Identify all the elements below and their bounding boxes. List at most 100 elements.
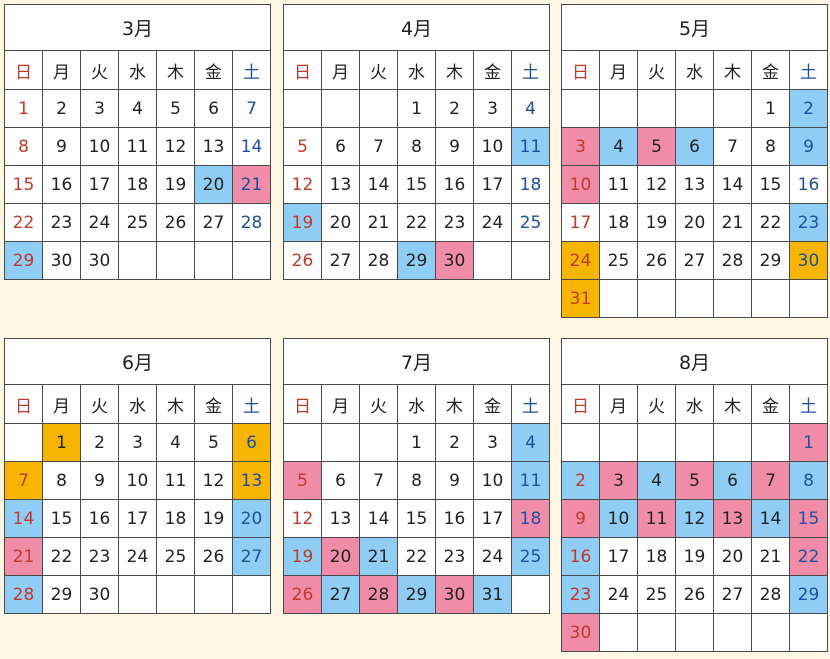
- day-cell: 26: [283, 241, 322, 280]
- day-cell: 3: [473, 423, 512, 462]
- day-cell: 23: [789, 203, 828, 242]
- day-cell: 28: [4, 575, 43, 614]
- empty-cell: [283, 423, 322, 462]
- day-cell: 20: [232, 499, 271, 538]
- day-cell: 13: [675, 165, 714, 204]
- day-cell: 21: [359, 537, 398, 576]
- empty-cell: [637, 89, 676, 128]
- day-cell: 10: [599, 499, 638, 538]
- day-cell: 15: [4, 165, 43, 204]
- weekday-header: 水: [397, 50, 436, 90]
- day-cell: 17: [561, 203, 600, 242]
- weekday-header: 木: [713, 384, 752, 424]
- weekday-header: 水: [675, 50, 714, 90]
- empty-cell: [751, 613, 790, 652]
- empty-cell: [675, 423, 714, 462]
- day-cell: 10: [473, 127, 512, 166]
- empty-cell: [194, 575, 233, 614]
- empty-cell: [713, 613, 752, 652]
- empty-cell: [321, 423, 360, 462]
- day-cell: 15: [789, 499, 828, 538]
- empty-cell: [789, 279, 828, 318]
- day-cell: 24: [599, 575, 638, 614]
- weekday-header: 土: [511, 384, 550, 424]
- day-cell: 8: [397, 461, 436, 500]
- day-cell: 17: [80, 165, 119, 204]
- month-title: 4月: [283, 4, 550, 51]
- day-cell: 18: [511, 165, 550, 204]
- calendar-march: 3月日月火水木金土 1 2 3 4 5 6 7 8 9 10 11 12 13 14 15 16 17 18 19 20…: [4, 4, 271, 280]
- day-cell: 25: [511, 537, 550, 576]
- empty-cell: [561, 89, 600, 128]
- day-cell: 9: [80, 461, 119, 500]
- weekday-header: 日: [283, 384, 322, 424]
- weekday-header: 金: [473, 384, 512, 424]
- day-cell: 14: [751, 499, 790, 538]
- month-title: 6月: [4, 338, 271, 385]
- day-cell: 7: [713, 127, 752, 166]
- day-cell: 4: [511, 423, 550, 462]
- day-cell: 19: [194, 499, 233, 538]
- day-cell: 11: [637, 499, 676, 538]
- day-cell: 16: [435, 499, 474, 538]
- day-cell: 31: [561, 279, 600, 318]
- day-cell: 30: [435, 575, 474, 614]
- weekday-header: 土: [789, 50, 828, 90]
- empty-cell: [751, 423, 790, 462]
- day-cell: 7: [232, 89, 271, 128]
- empty-cell: [637, 279, 676, 318]
- day-cell: 22: [789, 537, 828, 576]
- empty-cell: [4, 423, 43, 462]
- day-cell: 10: [80, 127, 119, 166]
- day-cell: 25: [118, 203, 157, 242]
- day-cell: 19: [283, 203, 322, 242]
- day-cell: 14: [713, 165, 752, 204]
- day-cell: 25: [637, 575, 676, 614]
- day-cell: 26: [637, 241, 676, 280]
- weekday-header: 火: [637, 384, 676, 424]
- day-cell: 23: [42, 203, 81, 242]
- day-cell: 20: [321, 203, 360, 242]
- weekday-header: 日: [4, 384, 43, 424]
- day-cell: 11: [118, 127, 157, 166]
- day-cell: 12: [156, 127, 195, 166]
- day-cell: 19: [156, 165, 195, 204]
- day-cell: 8: [789, 461, 828, 500]
- day-cell: 1: [4, 89, 43, 128]
- day-cell: 30: [789, 241, 828, 280]
- day-cell: 15: [397, 499, 436, 538]
- day-cell: 17: [473, 165, 512, 204]
- weekday-header: 日: [561, 384, 600, 424]
- day-cell: 8: [397, 127, 436, 166]
- day-cell: 29: [397, 241, 436, 280]
- calendar-may: 5月日月火水木金土 1 2 3 4 5 6 7 8 9 10 11 12 13 14 15 16 17 18 19 20…: [561, 4, 828, 318]
- day-cell: 7: [4, 461, 43, 500]
- day-cell: 26: [675, 575, 714, 614]
- day-cell: 13: [321, 499, 360, 538]
- weekday-header: 木: [156, 384, 195, 424]
- weekday-header: 火: [80, 50, 119, 90]
- weekday-header: 金: [751, 50, 790, 90]
- day-cell: 27: [675, 241, 714, 280]
- day-cell: 8: [42, 461, 81, 500]
- day-cell: 9: [561, 499, 600, 538]
- day-cell: 30: [80, 241, 119, 280]
- empty-cell: [599, 279, 638, 318]
- weekday-header: 月: [599, 50, 638, 90]
- day-cell: 20: [713, 537, 752, 576]
- empty-cell: [283, 89, 322, 128]
- day-cell: 14: [359, 165, 398, 204]
- empty-cell: [156, 241, 195, 280]
- day-cell: 24: [561, 241, 600, 280]
- day-cell: 4: [156, 423, 195, 462]
- day-cell: 28: [751, 575, 790, 614]
- weekday-header: 火: [80, 384, 119, 424]
- day-cell: 27: [713, 575, 752, 614]
- day-cell: 22: [42, 537, 81, 576]
- day-cell: 4: [118, 89, 157, 128]
- day-cell: 5: [283, 461, 322, 500]
- day-cell: 6: [194, 89, 233, 128]
- empty-cell: [118, 241, 157, 280]
- day-cell: 18: [118, 165, 157, 204]
- day-cell: 4: [511, 89, 550, 128]
